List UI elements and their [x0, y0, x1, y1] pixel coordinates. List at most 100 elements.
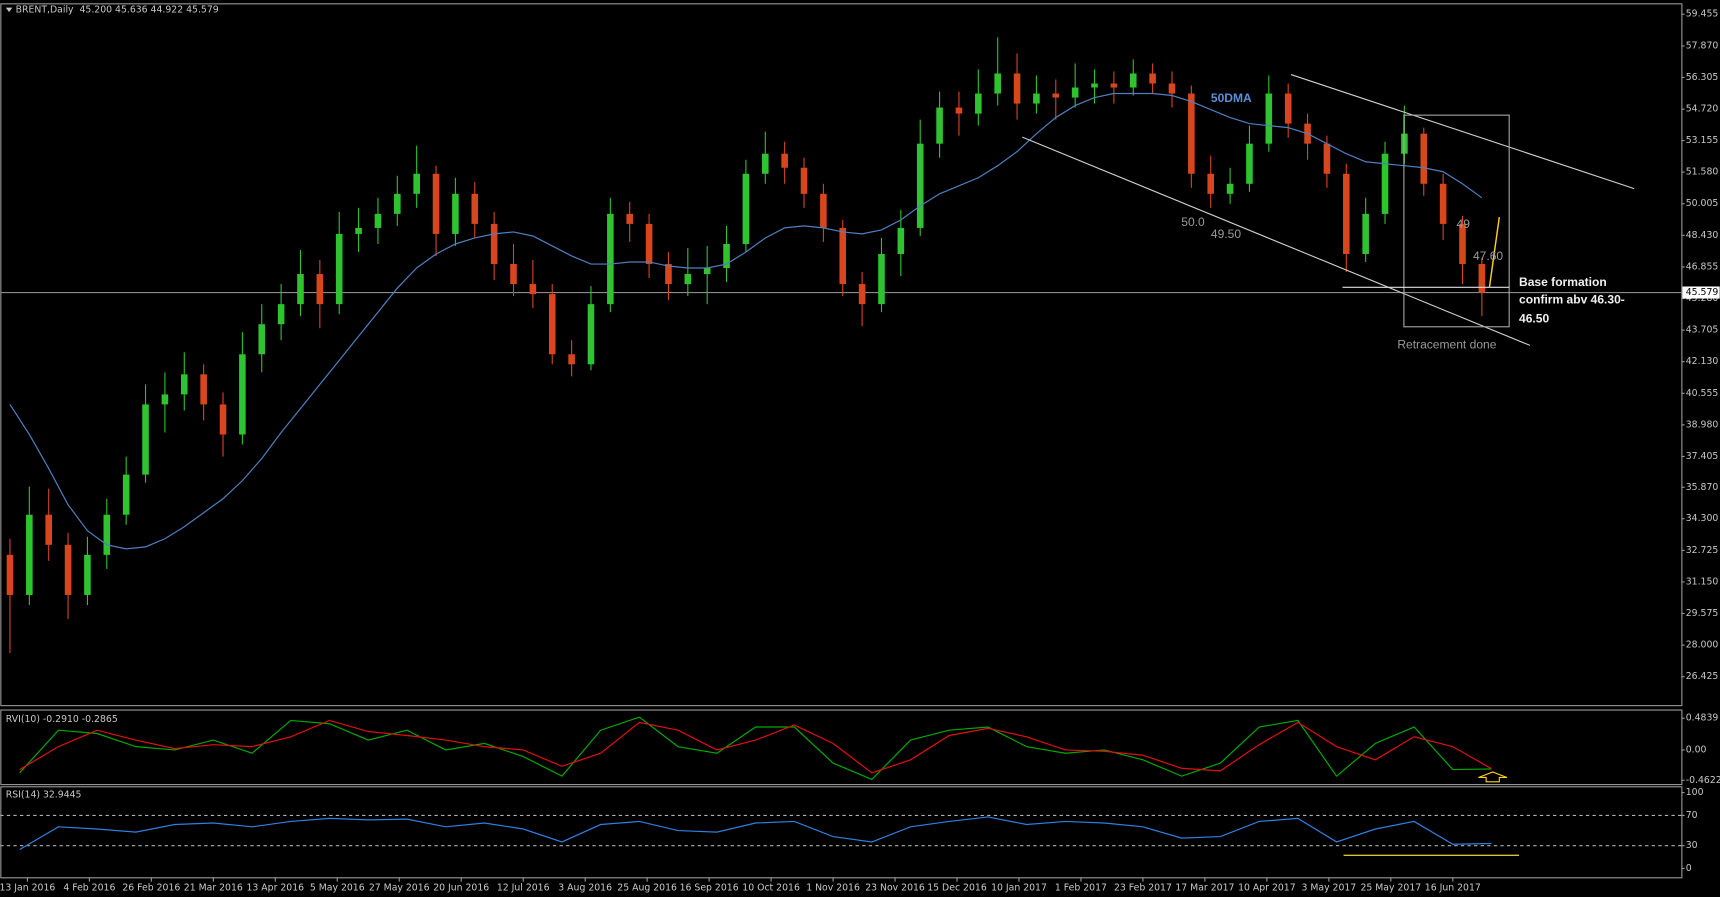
- annotation: Retracement done: [1397, 338, 1496, 352]
- candle-body: [142, 404, 149, 475]
- y-tick-label: 35.870: [1686, 482, 1719, 493]
- annotation: 49.50: [1211, 227, 1241, 241]
- x-tick-label: 26 Feb 2016: [122, 883, 180, 894]
- candle-body: [258, 324, 266, 355]
- y-tick-label: 70: [1686, 810, 1698, 821]
- x-tick-label: 1 Nov 2016: [806, 883, 860, 894]
- x-tick-label: 20 Jun 2016: [433, 883, 489, 894]
- y-tick-label: 28.000: [1686, 640, 1719, 651]
- candle-body: [103, 514, 111, 555]
- candle-body: [1071, 87, 1079, 98]
- candle-body: [1033, 93, 1040, 104]
- x-tick-label: 13 Jan 2016: [0, 883, 55, 894]
- price-panel-frame: [0, 3, 1683, 707]
- candle-body: [916, 143, 924, 228]
- x-tick-label: 23 Feb 2017: [1114, 883, 1172, 894]
- y-tick-label: 57.870: [1686, 40, 1719, 51]
- series-line: [9, 92, 1483, 550]
- note-line: Base formation: [1519, 275, 1607, 289]
- rvi-panel-frame: [0, 709, 1683, 786]
- x-tick-label: 1 Feb 2017: [1055, 883, 1107, 894]
- x-tick-label: 12 Jul 2016: [497, 883, 550, 894]
- y-tick-label: 43.705: [1686, 325, 1719, 336]
- y-tick-label: 26.425: [1686, 671, 1719, 682]
- candle-body: [452, 193, 459, 234]
- candle-body: [64, 544, 72, 595]
- candle-body: [26, 514, 33, 595]
- candle-body: [1284, 93, 1292, 124]
- candle-body: [297, 274, 304, 305]
- dropdown-arrow[interactable]: [5, 7, 13, 13]
- x-tick-label: 10 Oct 2016: [742, 883, 800, 894]
- candle-body: [374, 213, 382, 228]
- candle-body: [1265, 93, 1273, 144]
- candle-body: [723, 243, 730, 269]
- y-tick-label: 42.130: [1686, 356, 1719, 367]
- candle-body: [1013, 73, 1021, 104]
- candle-body: [161, 394, 169, 405]
- y-tick-label: 40.555: [1686, 388, 1719, 399]
- x-tick-label: 15 Dec 2016: [927, 883, 987, 894]
- x-tick-label: 27 May 2016: [369, 883, 430, 894]
- note-line: confirm abv 46.30-: [1519, 293, 1625, 307]
- candle-body: [548, 294, 556, 355]
- candle-body: [1362, 213, 1369, 254]
- candle-body: [645, 223, 653, 265]
- candle-body: [1439, 183, 1447, 224]
- y-tick-label: -0.4622: [1686, 775, 1720, 786]
- candle-body: [858, 284, 866, 305]
- annotation: 47.60: [1473, 249, 1503, 263]
- x-tick-label: 3 Aug 2016: [558, 883, 612, 894]
- y-tick-label: 38.980: [1686, 419, 1719, 430]
- projection-line: [1488, 217, 1501, 288]
- candle-body: [1168, 83, 1176, 94]
- candle-body: [878, 253, 885, 305]
- candle-body: [1110, 83, 1118, 88]
- candle-body: [1207, 173, 1215, 194]
- x-tick-label: 25 Aug 2016: [617, 883, 677, 894]
- candle-body: [703, 268, 711, 275]
- candle-body: [1342, 173, 1350, 254]
- x-tick-label: 16 Jun 2017: [1425, 883, 1481, 894]
- x-tick-label: 23 Nov 2016: [865, 883, 925, 894]
- candle-body: [994, 73, 1001, 94]
- y-tick-label: 37.405: [1686, 451, 1719, 462]
- last-price-label: 45.579: [1686, 287, 1719, 298]
- y-tick-label: 30: [1686, 840, 1698, 851]
- candle-body: [839, 227, 847, 285]
- candle-body: [781, 153, 788, 168]
- candle-body: [1091, 83, 1098, 88]
- rvi-header: RVI(10) -0.2910 -0.2865: [6, 714, 118, 725]
- y-tick-label: 46.855: [1686, 261, 1719, 272]
- y-tick-label: 48.430: [1686, 230, 1719, 241]
- channel-lower: [1022, 136, 1531, 346]
- price-header: BRENT,Daily 45.200 45.636 44.922 45.579: [16, 4, 219, 15]
- candle-body: [587, 304, 595, 365]
- x-tick-label: 4 Feb 2016: [63, 883, 115, 894]
- focus-box: [1403, 114, 1510, 328]
- candle-body: [122, 474, 130, 515]
- candle-body: [471, 193, 479, 224]
- x-tick-label: 3 May 2017: [1301, 883, 1356, 894]
- candle-body: [355, 227, 362, 234]
- candle-body: [1420, 133, 1428, 184]
- candle-body: [568, 354, 575, 365]
- candle-body: [277, 304, 285, 325]
- y-tick-label: 56.305: [1686, 72, 1719, 83]
- candle-body: [6, 554, 14, 595]
- y-tick-label: 100: [1686, 787, 1704, 798]
- candle-body: [626, 213, 633, 224]
- y-tick-label: 29.575: [1686, 608, 1719, 619]
- annotation: 50.0: [1181, 215, 1205, 229]
- candle-body: [529, 284, 537, 295]
- candle-body: [1459, 223, 1466, 265]
- x-tick-label: 10 Apr 2017: [1238, 883, 1296, 894]
- rvi-arrow: [1478, 771, 1508, 783]
- candle-body: [394, 193, 401, 214]
- candle-body: [1246, 143, 1253, 184]
- candle-body: [1188, 93, 1195, 174]
- candle-body: [413, 173, 420, 194]
- candle-body: [84, 554, 91, 595]
- candle-body: [335, 233, 343, 305]
